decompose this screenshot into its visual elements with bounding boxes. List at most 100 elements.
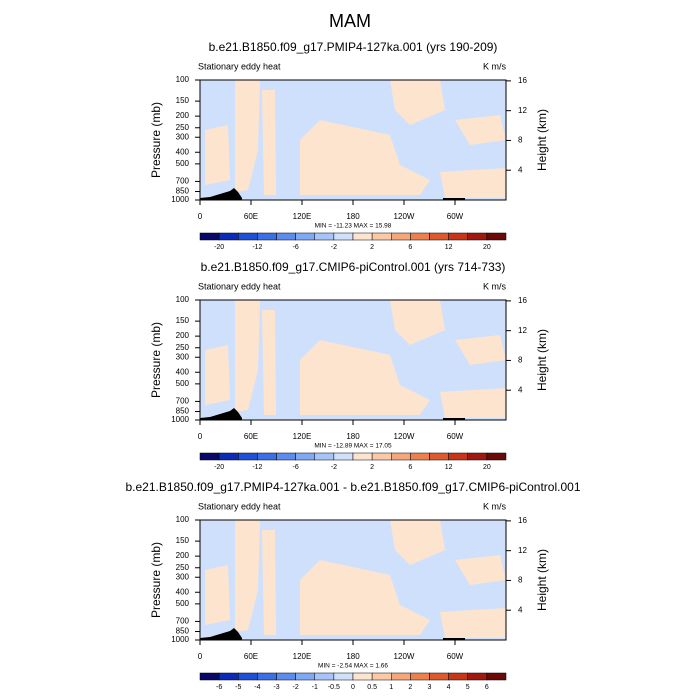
min-max-annotation: MIN = -12.89 MAX = 17.05 — [314, 443, 392, 450]
y2-tick-label: 12 — [518, 546, 527, 555]
colorbar-box — [314, 452, 335, 461]
x-tick-label: 60E — [244, 212, 258, 221]
colorbar-label: 6 — [408, 464, 412, 471]
colorbar-box — [238, 232, 258, 241]
colorbar-box — [429, 232, 449, 241]
colorbar-label: -5 — [235, 684, 241, 691]
colorbar-box — [314, 232, 335, 241]
y-axis-label: Pressure (mb) — [149, 322, 163, 398]
y2-tick-label: 4 — [518, 605, 523, 614]
y-tick-label: 200 — [176, 331, 190, 340]
colorbar-label: 6 — [485, 684, 489, 691]
colorbar-box — [410, 232, 430, 241]
colorbar-box — [429, 672, 449, 681]
colorbar-box — [199, 452, 220, 461]
y-axis-label: Pressure (mb) — [149, 102, 163, 178]
panel-title: b.e21.B1850.f09_g17.CMIP6-piControl.001 … — [201, 260, 506, 274]
colorbar-box — [333, 672, 354, 681]
colorbar-box — [467, 672, 488, 681]
y-tick-label: 700 — [176, 177, 190, 186]
colorbar-box — [218, 452, 239, 461]
colorbar-label: -20 — [214, 464, 224, 471]
colorbar-box — [486, 232, 507, 241]
colorbar-label: -12 — [252, 464, 262, 471]
colorbar-label: 12 — [445, 464, 453, 471]
y2-tick-label: 8 — [518, 576, 523, 585]
y-tick-label: 250 — [176, 123, 190, 132]
colorbar-label: 2 — [370, 244, 374, 251]
colorbar-box — [429, 452, 449, 461]
y2-tick-label: 12 — [518, 106, 527, 115]
colorbar-box — [467, 452, 488, 461]
field-region — [205, 125, 230, 185]
x-tick-label: 120W — [394, 212, 415, 221]
y2-tick-label: 4 — [518, 385, 523, 394]
colorbar-label: -2 — [293, 684, 299, 691]
colorbar-box — [257, 452, 277, 461]
colorbar-label: 0 — [351, 684, 355, 691]
y-tick-label: 400 — [176, 587, 190, 596]
x-tick-label: 60E — [244, 432, 258, 441]
field-region — [300, 120, 430, 195]
colorbar-label: 3 — [428, 684, 432, 691]
y-tick-label: 200 — [176, 111, 190, 120]
y-tick-label: 300 — [176, 572, 190, 581]
x-tick-label: 180 — [346, 212, 360, 221]
colorbar-box — [352, 232, 373, 241]
y-tick-label: 100 — [176, 295, 190, 304]
field-region — [455, 555, 506, 585]
colorbar-label: -0.5 — [328, 684, 340, 691]
colorbar-box — [295, 672, 315, 681]
field-region — [235, 80, 260, 192]
colorbar-box — [238, 452, 258, 461]
x-tick-label: 120E — [293, 652, 312, 661]
y-tick-label: 200 — [176, 551, 190, 560]
field-region — [440, 388, 506, 418]
topography — [200, 188, 465, 200]
x-tick-label: 120E — [293, 432, 312, 441]
colorbar-box — [467, 232, 488, 241]
field-region — [300, 560, 430, 635]
panel-title: b.e21.B1850.f09_g17.PMIP4-127ka.001 (yrs… — [209, 40, 498, 54]
y-tick-label: 100 — [176, 75, 190, 84]
colorbar-label: -6 — [216, 684, 222, 691]
colorbar-box — [295, 232, 315, 241]
right-label: K m/s — [483, 501, 507, 511]
colorbar-label: -6 — [293, 464, 299, 471]
topography — [200, 408, 465, 420]
field-region — [440, 168, 506, 198]
colorbar-label: -12 — [252, 244, 262, 251]
y-axis-label: Pressure (mb) — [149, 542, 163, 618]
y-tick-label: 150 — [176, 536, 190, 545]
colorbar-label: -4 — [254, 684, 260, 691]
colorbar-label: 6 — [408, 244, 412, 251]
field-region — [205, 345, 230, 405]
colorbar-label: 2 — [370, 464, 374, 471]
field-region — [262, 530, 276, 635]
y2-tick-label: 8 — [518, 136, 523, 145]
colorbar-box — [448, 452, 468, 461]
colorbar-box — [199, 672, 220, 681]
colorbar-box — [238, 672, 258, 681]
figure-title: MAM — [329, 11, 371, 31]
y2-tick-label: 16 — [518, 76, 527, 85]
colorbar-box — [352, 672, 373, 681]
colorbar-box — [371, 232, 392, 241]
colorbar-label: -2 — [331, 244, 337, 251]
x-tick-label: 120W — [394, 432, 415, 441]
right-label: K m/s — [483, 281, 507, 291]
colorbar-box — [333, 452, 354, 461]
field-region — [262, 90, 276, 195]
colorbar-label: 20 — [483, 464, 491, 471]
right-label: K m/s — [483, 61, 507, 71]
field-region — [205, 565, 230, 625]
y2-tick-label: 16 — [518, 296, 527, 305]
colorbar-label: -6 — [293, 244, 299, 251]
y-tick-label: 1000 — [171, 635, 189, 644]
colorbar-box — [257, 672, 277, 681]
colorbar-box — [314, 672, 335, 681]
y2-axis-label: Height (km) — [535, 549, 549, 611]
y-tick-label: 500 — [176, 159, 190, 168]
x-tick-label: 60W — [447, 652, 464, 661]
x-tick-label: 180 — [346, 432, 360, 441]
